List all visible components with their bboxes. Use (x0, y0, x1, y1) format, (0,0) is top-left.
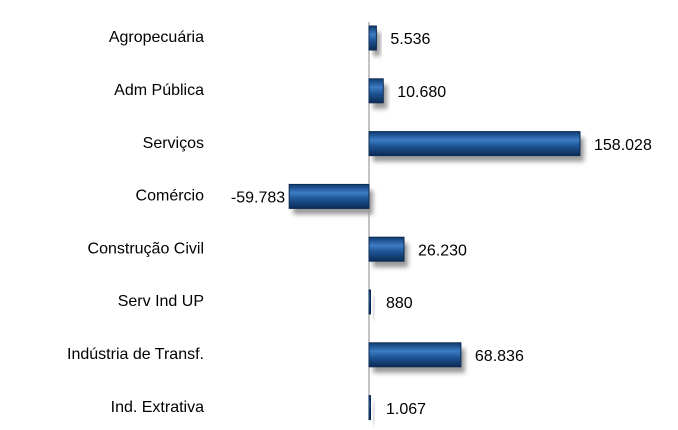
y-tick-label: Ind. Extrativa (111, 399, 204, 416)
value-label: 158.028 (594, 137, 652, 154)
bar (368, 236, 405, 262)
value-label: 68.836 (475, 348, 524, 365)
bar (368, 131, 581, 157)
value-label: 1.067 (386, 401, 426, 418)
y-tick-label: Comércio (136, 188, 205, 205)
value-label: 5.536 (390, 31, 430, 48)
value-label: 26.230 (418, 242, 467, 259)
bar-shadow (373, 296, 375, 320)
y-tick-label: Construção Civil (88, 240, 204, 257)
y-tick-label: Serv Ind UP (118, 293, 204, 310)
y-tick-label: Adm Pública (114, 82, 204, 99)
bar (368, 25, 377, 51)
value-label: 10.680 (397, 84, 446, 101)
bar (368, 395, 371, 421)
bar (368, 342, 462, 368)
y-tick-label: Agropecuária (109, 29, 204, 46)
bar-shadow (373, 401, 375, 426)
y-tick-label: Serviços (143, 135, 204, 152)
bar (368, 289, 371, 315)
value-label: -59.783 (231, 190, 285, 207)
bar (368, 78, 384, 104)
y-tick-label: Indústria de Transf. (67, 346, 204, 363)
bar (288, 183, 370, 209)
value-label: 880 (386, 295, 413, 312)
